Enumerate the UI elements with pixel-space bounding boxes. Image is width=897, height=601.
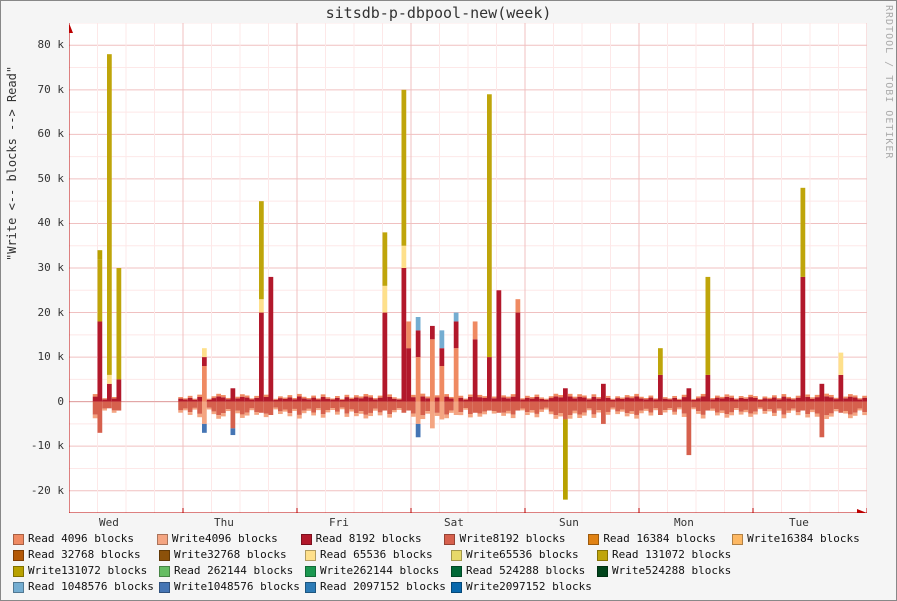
legend-swatch	[305, 550, 316, 561]
legend-label: Read 524288 blocks	[466, 563, 585, 579]
legend-item: Write16384 blocks	[732, 531, 876, 547]
y-tick-label: 40 k	[14, 216, 64, 229]
y-tick-label: 80 k	[14, 38, 64, 51]
legend-swatch	[305, 566, 316, 577]
y-tick-label: -20 k	[14, 484, 64, 497]
legend-swatch	[301, 534, 312, 545]
legend-item: Write524288 blocks	[597, 563, 743, 579]
legend-swatch	[305, 582, 316, 593]
chart-frame: sitsdb-p-dbpool-new(week) RRDTOOL / TOBI…	[0, 0, 897, 601]
legend-item: Read 8192 blocks	[301, 531, 445, 547]
y-tick-label: 50 k	[14, 172, 64, 185]
y-tick-label: 60 k	[14, 127, 64, 140]
legend-swatch	[13, 534, 24, 545]
legend-swatch	[451, 566, 462, 577]
legend-label: Read 4096 blocks	[28, 531, 134, 547]
legend-item: Read 131072 blocks	[597, 547, 743, 563]
watermark: RRDTOOL / TOBI OETIKER	[883, 5, 894, 159]
x-tick-label: Tue	[789, 516, 809, 529]
legend-item: Write32768 blocks	[159, 547, 305, 563]
y-tick-label: -10 k	[14, 439, 64, 452]
x-tick-label: Fri	[329, 516, 349, 529]
legend-label: Write524288 blocks	[612, 563, 731, 579]
legend-swatch	[597, 550, 608, 561]
legend-swatch	[157, 534, 168, 545]
legend-swatch	[13, 550, 24, 561]
legend-swatch	[159, 550, 170, 561]
legend-swatch	[732, 534, 743, 545]
x-tick-label: Mon	[674, 516, 694, 529]
y-tick-label: 30 k	[14, 261, 64, 274]
legend-label: Read 2097152 blocks	[320, 579, 446, 595]
y-tick-label: 20 k	[14, 306, 64, 319]
legend-swatch	[451, 582, 462, 593]
legend-item: Read 32768 blocks	[13, 547, 159, 563]
legend-label: Write65536 blocks	[466, 547, 579, 563]
legend-swatch	[451, 550, 462, 561]
chart-title: sitsdb-p-dbpool-new(week)	[1, 4, 876, 22]
y-tick-label: 0	[14, 395, 64, 408]
legend-swatch	[159, 582, 170, 593]
y-tick-label: 10 k	[14, 350, 64, 363]
legend-item: Write4096 blocks	[157, 531, 301, 547]
legend-item: Read 4096 blocks	[13, 531, 157, 547]
x-tick-label: Thu	[214, 516, 234, 529]
legend-swatch	[444, 534, 455, 545]
x-tick-label: Sun	[559, 516, 579, 529]
legend-label: Write16384 blocks	[747, 531, 860, 547]
legend-item: Read 1048576 blocks	[13, 579, 159, 595]
legend-swatch	[159, 566, 170, 577]
legend-item: Write2097152 blocks	[451, 579, 597, 595]
plot-area	[69, 23, 867, 513]
legend-swatch	[13, 582, 24, 593]
legend-label: Write131072 blocks	[28, 563, 147, 579]
x-tick-label: Wed	[99, 516, 119, 529]
legend-item: Write8192 blocks	[444, 531, 588, 547]
x-tick-label: Sat	[444, 516, 464, 529]
legend-label: Read 32768 blocks	[28, 547, 141, 563]
legend-item: Read 16384 blocks	[588, 531, 732, 547]
legend-label: Read 8192 blocks	[316, 531, 422, 547]
legend-label: Read 131072 blocks	[612, 547, 731, 563]
legend-item: Write131072 blocks	[13, 563, 159, 579]
legend: Read 4096 blocks Write4096 blocks Read 819…	[13, 531, 876, 595]
legend-label: Write4096 blocks	[172, 531, 278, 547]
legend-label: Read 262144 blocks	[174, 563, 293, 579]
legend-swatch	[588, 534, 599, 545]
legend-label: Read 16384 blocks	[603, 531, 716, 547]
legend-item: Read 524288 blocks	[451, 563, 597, 579]
legend-item: Write262144 blocks	[305, 563, 451, 579]
y-tick-label: 70 k	[14, 83, 64, 96]
legend-swatch	[13, 566, 24, 577]
legend-item: Read 2097152 blocks	[305, 579, 451, 595]
legend-item: Read 65536 blocks	[305, 547, 451, 563]
legend-label: Read 1048576 blocks	[28, 579, 154, 595]
legend-swatch	[597, 566, 608, 577]
legend-item: Read 262144 blocks	[159, 563, 305, 579]
legend-label: Write2097152 blocks	[466, 579, 592, 595]
legend-item: Write1048576 blocks	[159, 579, 305, 595]
legend-label: Read 65536 blocks	[320, 547, 433, 563]
legend-label: Write262144 blocks	[320, 563, 439, 579]
legend-item: Write65536 blocks	[451, 547, 597, 563]
legend-label: Write32768 blocks	[174, 547, 287, 563]
legend-label: Write1048576 blocks	[174, 579, 300, 595]
legend-label: Write8192 blocks	[459, 531, 565, 547]
